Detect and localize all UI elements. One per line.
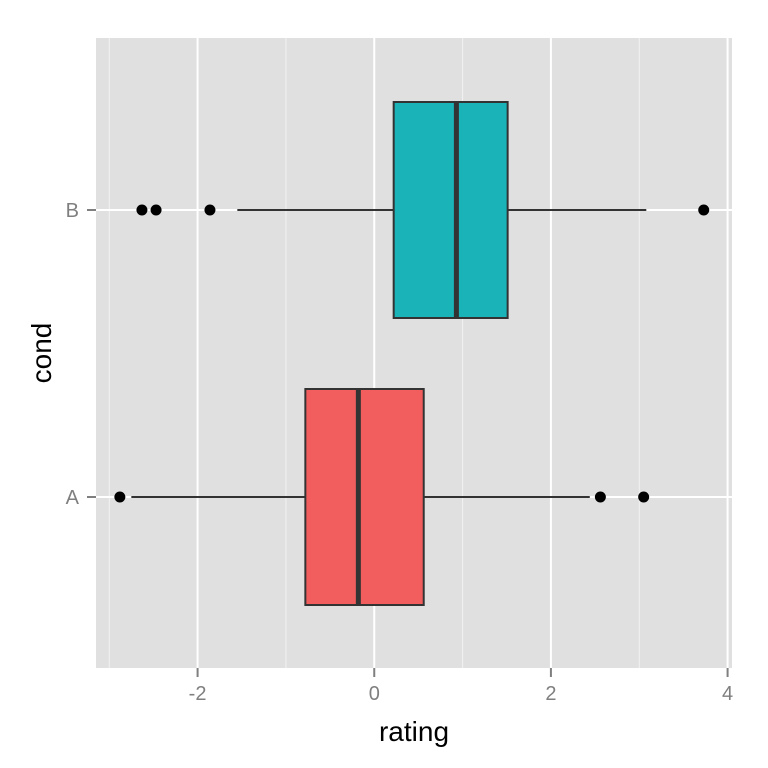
outlier-point — [136, 204, 148, 216]
box-A — [114, 388, 650, 606]
box-B — [136, 101, 710, 319]
x-tick-label: -2 — [189, 683, 207, 705]
iqr-box — [304, 388, 425, 606]
y-axis: AB — [66, 200, 96, 509]
outlier-point — [114, 491, 126, 503]
x-axis-title: rating — [379, 716, 449, 747]
y-tick-label: B — [66, 200, 79, 222]
outlier-point — [594, 491, 606, 503]
x-axis: -2 0 2 4 — [189, 668, 733, 705]
outlier-point — [204, 204, 216, 216]
outlier-point — [150, 204, 162, 216]
x-tick-label: 0 — [369, 683, 380, 705]
boxes-layer — [114, 101, 710, 606]
x-tick-label: 4 — [722, 683, 733, 705]
outlier-point — [638, 491, 650, 503]
outlier-point — [698, 204, 710, 216]
y-axis-title: cond — [26, 323, 57, 384]
x-tick-label: 2 — [545, 683, 556, 705]
iqr-box — [392, 101, 509, 319]
y-tick-label: A — [66, 487, 80, 509]
